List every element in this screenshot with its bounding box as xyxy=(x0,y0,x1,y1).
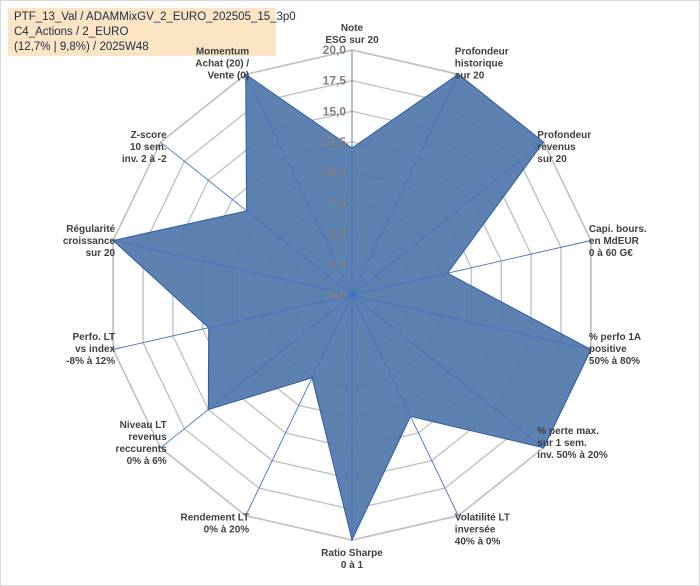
axis-spoke xyxy=(351,294,459,516)
axis-label-line: sur 1 sem. xyxy=(537,438,587,449)
axis-label-line: Note xyxy=(341,23,364,34)
scale-tick-label: 10,0 xyxy=(323,166,347,180)
axis-label-line: Z-score xyxy=(131,130,168,141)
axis-label-line: Capi. bours. xyxy=(589,224,647,235)
scale-tick-label: 2,5 xyxy=(329,257,346,271)
axis-label: % perte max.sur 1 sem.inv. 50% à 20% xyxy=(537,426,608,461)
axis-label-line: 0% à 6% xyxy=(127,456,167,467)
axis-spoke xyxy=(160,294,353,449)
axis-label-line: -8% à 12% xyxy=(66,356,115,367)
axis-spoke xyxy=(351,240,592,296)
axis-label-line: Rendement LT xyxy=(180,513,249,524)
axis-label-line: 0% à 20% xyxy=(204,525,250,536)
axis-label-line: sur 20 xyxy=(455,71,485,82)
axis-label-line: sur 20 xyxy=(537,154,567,165)
scale-tick-label: 15,0 xyxy=(323,104,347,118)
axis-label-line: inv. 2 à -2 xyxy=(122,154,167,165)
axis-label-line: % perfo 1A xyxy=(589,332,641,343)
axis-spoke xyxy=(112,240,353,296)
axis-label: Rendement LT0% à 20% xyxy=(180,513,249,536)
axis-label-line: 0 à 1 xyxy=(341,560,364,571)
axis-label-line: ESG sur 20 xyxy=(325,35,379,46)
axis-spoke xyxy=(160,141,353,296)
axis-label-line: 0 à 60 G€ xyxy=(589,248,633,259)
axis-label-line: reccurents xyxy=(116,444,168,455)
axis-label-line: Régularité xyxy=(66,224,115,235)
header-line-1: PTF_13_Val / ADAMMixGV_2_EURO_202505_15_… xyxy=(14,11,296,23)
axis-spoke xyxy=(351,74,459,296)
axis-spoke xyxy=(351,294,592,350)
axis-label-line: 50% à 80% xyxy=(589,356,640,367)
axis-label-line: inversée xyxy=(455,525,496,536)
axis-spoke xyxy=(245,74,353,296)
axis-label-line: Vente (0) xyxy=(208,71,250,82)
axis-label-line: Volatilité LT xyxy=(455,513,510,524)
axis-label-line: Profondeur xyxy=(537,130,591,141)
axis-label-line: Ratio Sharpe xyxy=(321,548,383,559)
header-line-2: C4_Actions / 2_EURO xyxy=(14,26,129,38)
axis-label-line: croissance xyxy=(63,236,116,247)
axis-label-line: Niveau LT xyxy=(120,420,167,431)
chart-header: PTF_13_Val / ADAMMixGV_2_EURO_202505_15_… xyxy=(8,8,296,56)
scale-tick-label: 17,5 xyxy=(323,74,347,88)
header-line-3: (12,7% | 9,8%) / 2025W48 xyxy=(14,41,149,53)
axis-label-line: historique xyxy=(455,59,504,70)
scale-tick-label: 0,0 xyxy=(329,288,346,302)
axis-spoke xyxy=(245,294,353,516)
axis-label-line: en MdEUR xyxy=(589,236,640,247)
axis-label-line: sur 20 xyxy=(86,248,116,259)
axis-label-line: % perte max. xyxy=(537,426,599,437)
axis-label-line: 40% à 0% xyxy=(455,537,501,548)
scale-tick-label: 5,0 xyxy=(329,227,346,241)
axis-label-line: Achat (20) / xyxy=(195,59,249,70)
axis-label-line: revenus xyxy=(537,142,576,153)
axis-label-line: positive xyxy=(589,344,627,355)
axis-label-line: revenus xyxy=(128,432,167,443)
scale-tick-label: 20,0 xyxy=(323,43,347,57)
radar-scale: 0,0 2,5 5,0 7,5 10,0 12,5 15,0 17,5 20,0 xyxy=(323,43,347,302)
axis-label-line: inv. 50% à 20% xyxy=(537,450,608,461)
radar-spokes xyxy=(112,50,592,540)
axis-label-line: Momentum xyxy=(196,47,249,58)
axis-label-line: 10 sem. xyxy=(130,142,167,153)
scale-tick-label: 7,5 xyxy=(329,196,346,210)
axis-spoke xyxy=(112,294,353,350)
axis-label-line: Profondeur xyxy=(455,47,509,58)
scale-tick-label: 12,5 xyxy=(323,135,347,149)
axis-label-line: vs index xyxy=(75,344,115,355)
axis-spoke xyxy=(351,141,544,296)
axis-label-line: Perfo. LT xyxy=(73,332,116,343)
axis-spoke xyxy=(351,294,544,449)
